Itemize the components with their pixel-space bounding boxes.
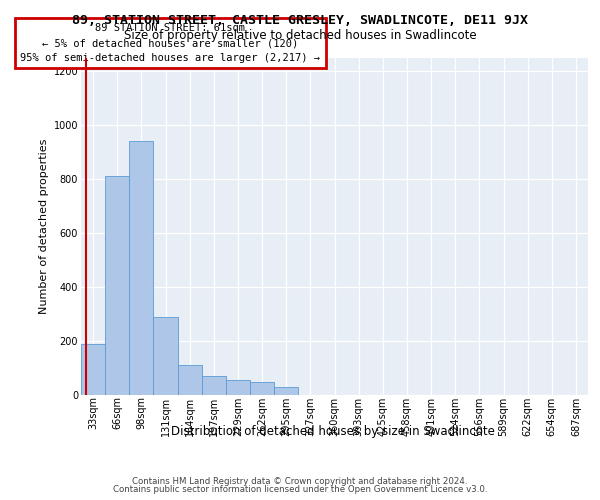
Text: Contains public sector information licensed under the Open Government Licence v3: Contains public sector information licen…: [113, 485, 487, 494]
Bar: [250, 382, 274, 395]
Bar: [81, 344, 105, 395]
Bar: [105, 176, 129, 395]
Bar: [202, 376, 226, 395]
Text: 89 STATION STREET: 61sqm
← 5% of detached houses are smaller (120)
95% of semi-d: 89 STATION STREET: 61sqm ← 5% of detache…: [20, 24, 320, 63]
Bar: [154, 316, 178, 395]
Bar: [129, 141, 154, 395]
Y-axis label: Number of detached properties: Number of detached properties: [40, 138, 49, 314]
Bar: [178, 366, 202, 395]
Text: Size of property relative to detached houses in Swadlincote: Size of property relative to detached ho…: [124, 29, 476, 42]
Bar: [226, 380, 250, 395]
Text: Distribution of detached houses by size in Swadlincote: Distribution of detached houses by size …: [171, 424, 495, 438]
Text: 89, STATION STREET, CASTLE GRESLEY, SWADLINCOTE, DE11 9JX: 89, STATION STREET, CASTLE GRESLEY, SWAD…: [72, 14, 528, 27]
Bar: [274, 387, 298, 395]
Text: Contains HM Land Registry data © Crown copyright and database right 2024.: Contains HM Land Registry data © Crown c…: [132, 477, 468, 486]
